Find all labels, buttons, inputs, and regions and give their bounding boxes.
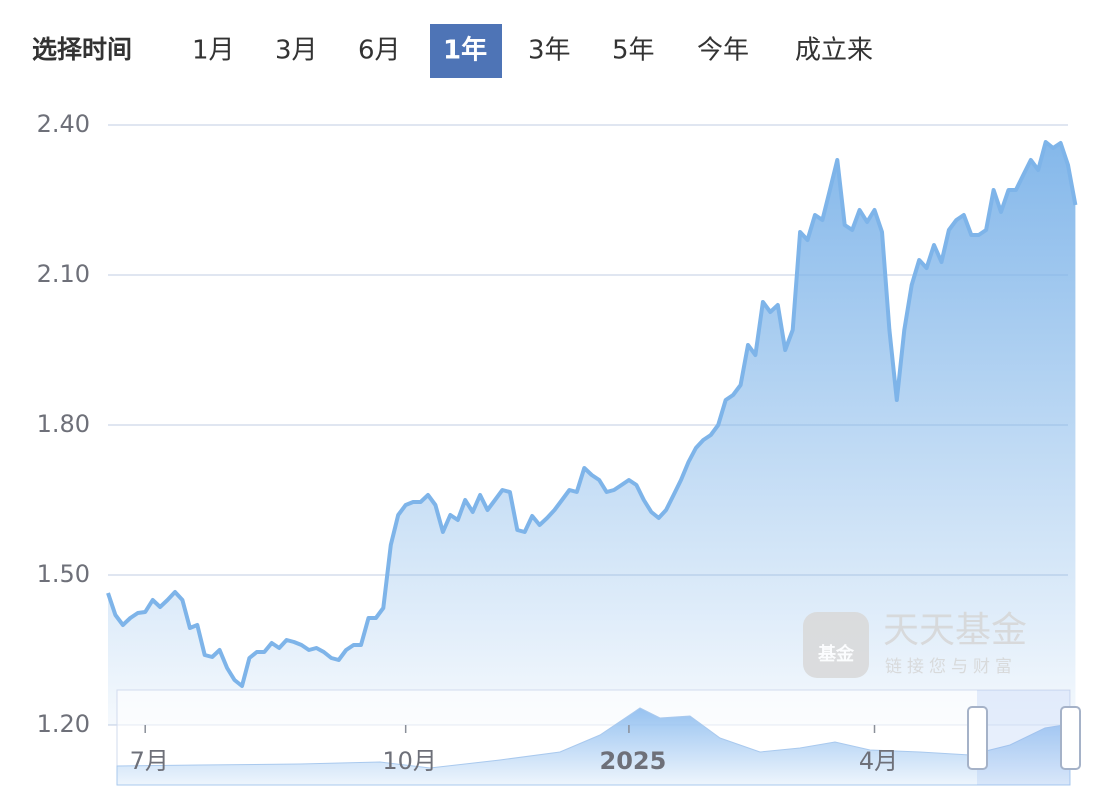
selector-option[interactable]: 3月 <box>275 36 318 66</box>
slider-overview <box>116 707 1071 786</box>
watermark-icon <box>803 612 869 678</box>
selector-active-bg <box>430 24 502 78</box>
selector-option[interactable]: 今年 <box>697 36 749 66</box>
slider-handle[interactable] <box>1060 706 1081 770</box>
selector-option[interactable]: 成立来 <box>795 36 873 66</box>
x-axis: 7月 10月 2025 4月 <box>130 725 898 775</box>
y-tick-label: 1.20 <box>37 710 90 738</box>
watermark: 基金 天天基金 链接您与财富 <box>803 610 1027 678</box>
selector-option[interactable]: 1月 <box>192 36 235 66</box>
x-tick-label: 2025 <box>600 747 667 775</box>
y-tick-label: 1.50 <box>37 560 90 588</box>
selector-option[interactable]: 1年 <box>443 35 487 66</box>
selector-option[interactable]: 3年 <box>528 36 571 66</box>
watermark-title: 天天基金 <box>883 610 1027 651</box>
slider-handle[interactable] <box>967 706 988 770</box>
zoom-slider[interactable] <box>116 689 1081 786</box>
y-tick-label: 2.10 <box>37 260 90 288</box>
grid: 1.20 1.50 1.80 2.10 2.40 <box>37 110 1068 738</box>
range-selector: 选择时间 1月 3月 6月 1年 3年 5年 今年 成立来 <box>32 24 873 78</box>
area <box>108 142 1076 725</box>
slider-selection[interactable] <box>977 690 1070 785</box>
selector-label: 选择时间 <box>32 35 132 64</box>
selector-option[interactable]: 6月 <box>358 36 401 66</box>
selector-option[interactable]: 5年 <box>612 36 655 66</box>
x-tick-label: 10月 <box>382 747 437 775</box>
y-tick-label: 2.40 <box>37 110 90 138</box>
plot <box>106 140 1078 725</box>
watermark-slogan: 链接您与财富 <box>885 657 1017 677</box>
watermark-icon-text: 基金 <box>817 643 855 665</box>
line <box>106 140 1078 688</box>
x-tick-label: 7月 <box>130 747 169 775</box>
y-tick-label: 1.80 <box>37 410 90 438</box>
x-tick-label: 4月 <box>859 747 898 775</box>
